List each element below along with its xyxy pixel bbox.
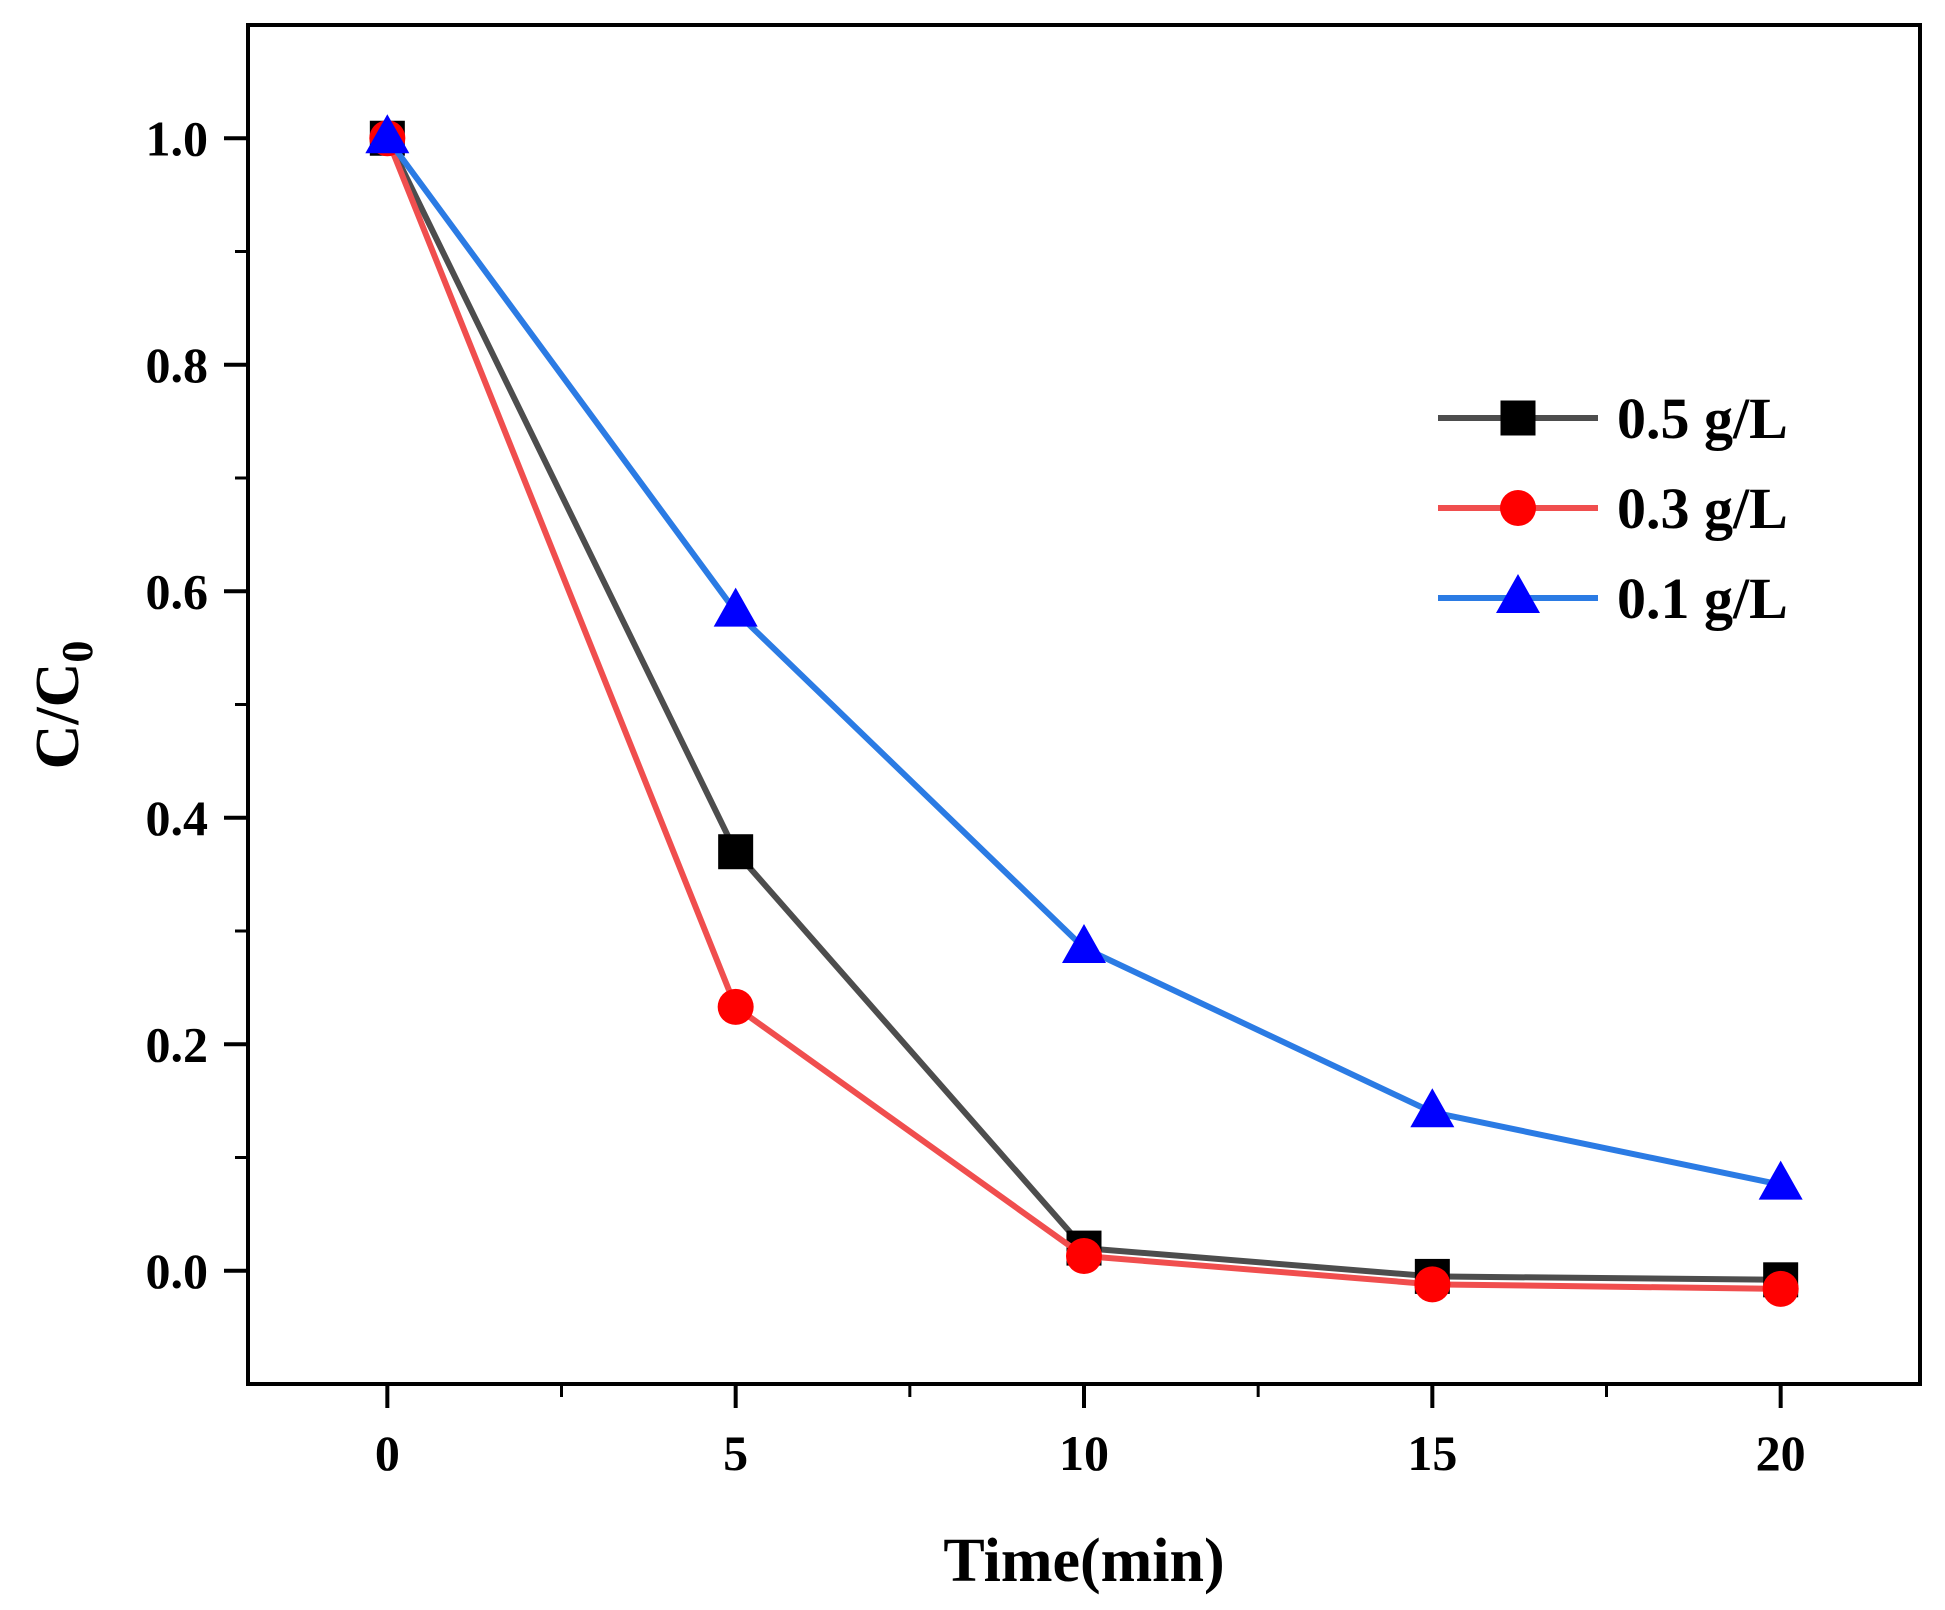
legend-marker: [1500, 400, 1536, 436]
data-point: [713, 587, 758, 627]
svg-text:C/C0: C/C0: [24, 641, 102, 770]
x-tick-label: 10: [1059, 1425, 1109, 1481]
series-3: [365, 114, 1803, 1200]
legend-label: 0.5 g/L: [1617, 386, 1788, 451]
y-tick-label: 0.2: [146, 1016, 209, 1072]
data-point: [717, 988, 754, 1025]
y-axis-title-subscript: 0: [53, 641, 102, 663]
legend-entry-3: 0.1 g/L: [1438, 566, 1788, 631]
x-tick-label: 20: [1756, 1425, 1806, 1481]
tick-labels: 0 5 10 15 20 0.0 0.2 0.4 0.6 0.8 1.0: [146, 110, 1806, 1481]
y-tick-label: 0.0: [146, 1243, 209, 1299]
y-axis-title: C/C0: [24, 641, 102, 770]
y-tick-label: 1.0: [146, 110, 209, 166]
y-axis-title-main: C/C: [24, 663, 92, 770]
x-tick-label: 15: [1407, 1425, 1457, 1481]
series-line: [384, 136, 1781, 1283]
series-line: [384, 137, 1781, 1292]
data-point: [718, 834, 754, 870]
data-point: [1410, 1088, 1455, 1128]
legend-label: 0.3 g/L: [1617, 476, 1788, 541]
x-tick-label: 5: [723, 1425, 748, 1481]
x-tick-label: 0: [375, 1425, 400, 1481]
data-point: [1414, 1266, 1451, 1303]
tick-marks: [224, 136, 1783, 1408]
data-point: [1066, 1238, 1102, 1275]
data-point: [365, 114, 410, 154]
legend-entry-2: 0.3 g/L: [1438, 476, 1788, 541]
legend-marker: [1496, 574, 1540, 613]
series-layer: [365, 114, 1803, 1307]
x-axis-title: Time(min): [943, 1527, 1224, 1595]
legend-entry-1: 0.5 g/L: [1438, 386, 1788, 451]
legend: 0.5 g/L 0.3 g/L 0.1 g/L: [1438, 386, 1788, 631]
data-point: [1062, 923, 1106, 963]
series-1: [369, 120, 1799, 1298]
data-point: [1762, 1270, 1799, 1307]
y-tick-label: 0.8: [146, 337, 209, 393]
legend-label: 0.1 g/L: [1617, 566, 1788, 631]
data-point: [1758, 1160, 1803, 1200]
legend-marker: [1500, 490, 1536, 526]
series-2: [369, 120, 1799, 1307]
y-tick-label: 0.4: [146, 790, 209, 846]
y-tick-label: 0.6: [146, 563, 209, 619]
plot-frame: [246, 23, 1922, 1386]
